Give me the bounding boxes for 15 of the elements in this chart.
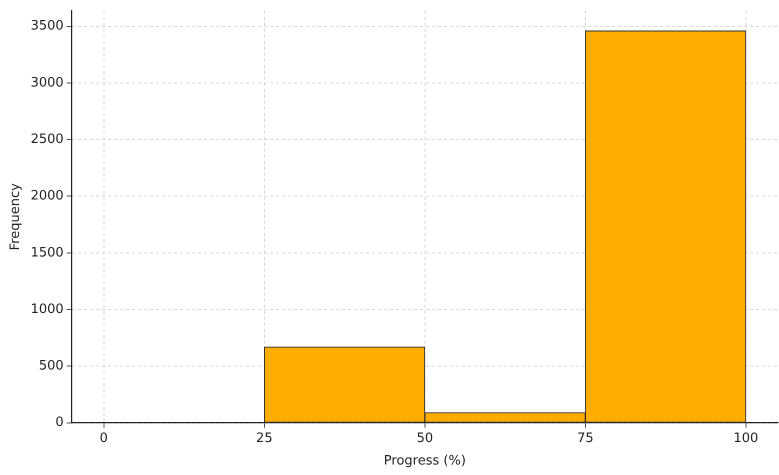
y-tick-label: 1500 [30, 245, 64, 260]
x-tick-label: 0 [100, 430, 108, 446]
y-tick-label: 500 [38, 358, 64, 374]
y-axis-title: Frequency [8, 182, 24, 250]
y-tick-label: 3000 [30, 75, 64, 90]
y-tick-label: 2500 [30, 132, 64, 147]
y-tick-label: 1000 [30, 302, 64, 317]
x-tick-label: 50 [416, 430, 434, 446]
x-tick-label: 25 [256, 430, 273, 446]
y-tick-label: 3500 [30, 18, 64, 34]
x-axis-title: Progress (%) [384, 454, 466, 469]
x-tick-label: 75 [577, 430, 594, 446]
y-tick-label: 0 [55, 415, 64, 430]
y-tick-label: 2000 [30, 188, 64, 204]
x-tick-label: 100 [733, 430, 758, 446]
